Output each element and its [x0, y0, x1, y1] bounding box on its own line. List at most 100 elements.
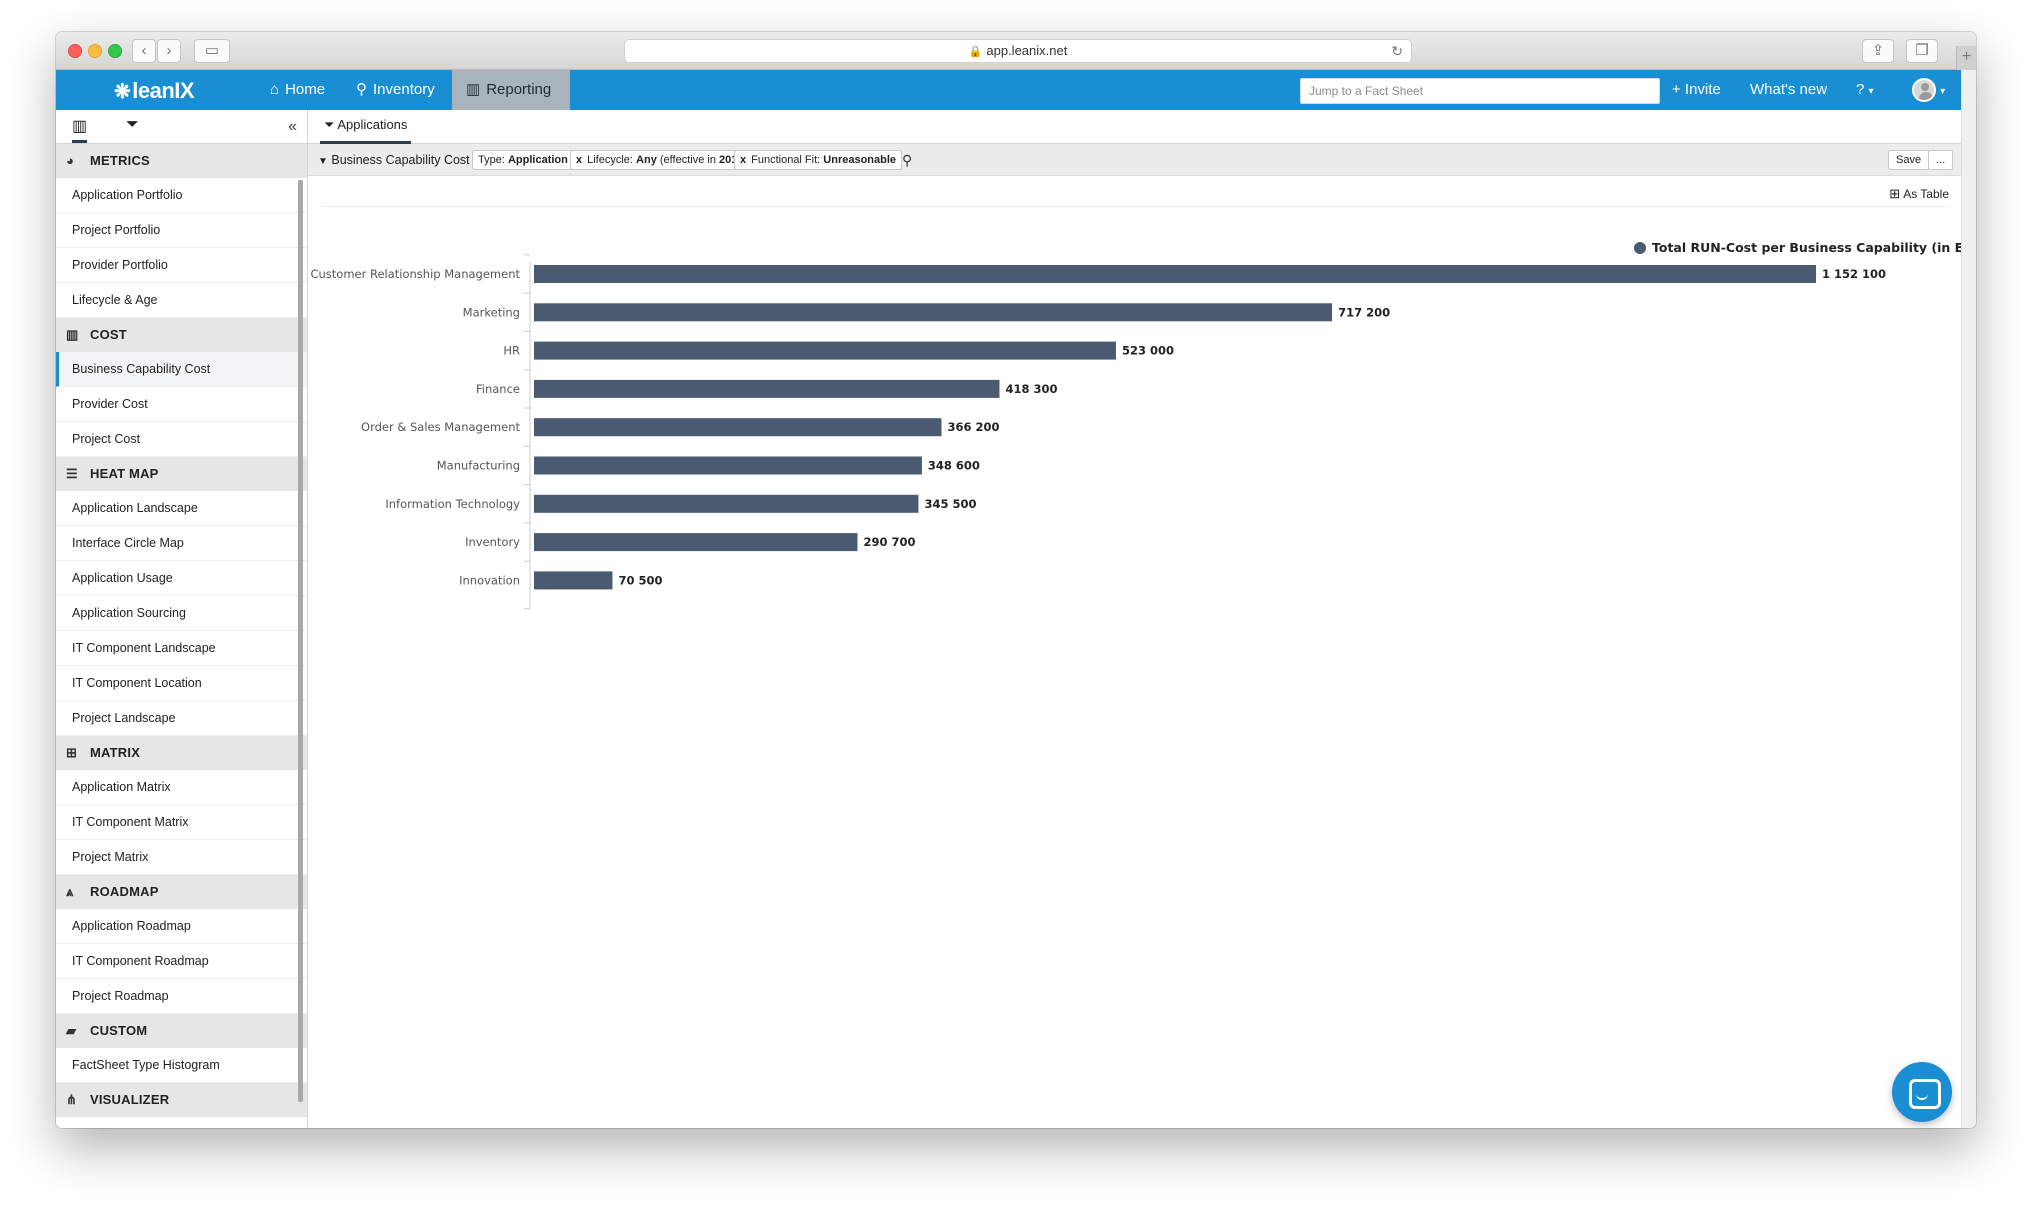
as-table-toggle[interactable]: ⊞ As Table: [1889, 186, 1949, 202]
nav-reporting[interactable]: ▥ Reporting: [452, 70, 570, 110]
sidebar-item-interface-circle-map[interactable]: Interface Circle Map: [56, 526, 307, 561]
functional-fit-filter-chip[interactable]: x Functional Fit: Unreasonable: [734, 150, 903, 170]
whats-new-button[interactable]: What's new: [1750, 81, 1828, 98]
bar[interactable]: [534, 341, 1116, 360]
legend-marker: [1634, 242, 1646, 254]
sidebar-section-title: MATRIX: [90, 745, 141, 760]
sidebar-item-provider-cost[interactable]: Provider Cost: [56, 387, 307, 422]
category-label: Customer Relationship Management: [310, 267, 520, 281]
sidebar-item-project-cost[interactable]: Project Cost: [56, 422, 307, 457]
bar-value-label: 348 600: [928, 459, 980, 473]
bar-chart-icon: ▥: [466, 81, 481, 98]
chevron-down-icon: ▾: [1868, 86, 1874, 97]
business-capability-cost-chart: Total RUN-Cost per Business Capability (…: [310, 240, 1961, 610]
bar-value-label: 717 200: [1338, 305, 1390, 319]
logo-text: leanIX: [132, 78, 195, 103]
zoom-window-button[interactable]: [108, 44, 122, 58]
sidebar-item-application-matrix[interactable]: Application Matrix: [56, 770, 307, 805]
bar[interactable]: [534, 303, 1333, 322]
category-label: Marketing: [463, 305, 520, 319]
user-menu-button[interactable]: ▾: [1912, 70, 1945, 110]
nav-inventory[interactable]: ⚲ Inventory: [342, 70, 449, 110]
more-options-button[interactable]: ...: [1928, 150, 1954, 170]
right-edge-strip: [1961, 70, 1976, 1128]
browser-window: ‹ › ▭ 🔒 app.leanix.net ↻ ⇪ ❐ + ❋leanIX ⌂ H…: [56, 32, 1976, 1128]
bar[interactable]: [534, 456, 922, 475]
sidebar-item-project-portfolio[interactable]: Project Portfolio: [56, 213, 307, 248]
browser-toolbar: ‹ › ▭ 🔒 app.leanix.net ↻ ⇪ ❐ +: [56, 32, 1976, 70]
sidebar-scrollbar[interactable]: [298, 180, 303, 1102]
avatar: [1912, 78, 1936, 103]
chat-launcher-button[interactable]: [1892, 1062, 1952, 1122]
category-label: Innovation: [459, 573, 520, 587]
fact-sheet-type-tabs: ⏷ Applications: [308, 110, 1961, 144]
sidebar-item-factsheet-type-histogram[interactable]: FactSheet Type Histogram: [56, 1048, 307, 1083]
sidebar-toggle-icon[interactable]: ▭: [194, 39, 230, 63]
sidebar-section-title: HEAT MAP: [90, 466, 159, 481]
sidebar-item-it-component-roadmap[interactable]: IT Component Roadmap: [56, 944, 307, 979]
sidebar-item-project-landscape[interactable]: Project Landscape: [56, 701, 307, 736]
remove-filter-icon[interactable]: x: [740, 154, 747, 166]
sidebar-item-project-roadmap[interactable]: Project Roadmap: [56, 979, 307, 1014]
divider: [322, 206, 1947, 207]
type-filter-chip[interactable]: Type: Application: [472, 150, 574, 170]
legend-label: Total RUN-Cost per Business Capability (…: [1652, 240, 1961, 255]
lifecycle-filter-label: Lifecycle:: [587, 154, 633, 166]
invite-button[interactable]: + Invite: [1672, 81, 1721, 98]
type-filter-label: Type:: [478, 154, 505, 166]
leanix-logo[interactable]: ❋leanIX: [114, 78, 195, 104]
forward-icon[interactable]: ›: [157, 39, 181, 63]
sidebar-item-it-component-matrix[interactable]: IT Component Matrix: [56, 805, 307, 840]
sidebar-item-application-usage[interactable]: Application Usage: [56, 561, 307, 596]
sidebar-item-it-component-landscape[interactable]: IT Component Landscape: [56, 631, 307, 666]
category-label: Information Technology: [385, 497, 520, 511]
caret-down-icon: ▼: [318, 156, 328, 167]
bar[interactable]: [534, 418, 942, 437]
reload-icon[interactable]: ↻: [1391, 43, 1403, 59]
bar[interactable]: [534, 533, 858, 552]
collapse-sidebar-icon[interactable]: «: [288, 118, 297, 135]
sidebar-section-title: COST: [90, 327, 127, 342]
app-navigation-bar: ❋leanIX ⌂ Home ⚲ Inventory ▥ Reporting Jump…: [56, 70, 1961, 110]
home-icon: ⌂: [270, 81, 280, 98]
sidebar-item-application-roadmap[interactable]: Application Roadmap: [56, 909, 307, 944]
sidebar-section-visualizer: ⋔ VISUALIZER: [56, 1083, 307, 1117]
nav-home[interactable]: ⌂ Home: [256, 70, 339, 110]
sidebar-item-it-component-location[interactable]: IT Component Location: [56, 666, 307, 701]
folder-open-icon: ▰: [66, 1023, 77, 1038]
minimize-window-button[interactable]: [88, 44, 102, 58]
sidebar-item-data-flow[interactable]: Data Flow: [56, 1117, 307, 1128]
sidebar-item-lifecycle-age[interactable]: Lifecycle & Age: [56, 283, 307, 318]
bar[interactable]: [534, 494, 919, 513]
save-button[interactable]: Save: [1888, 150, 1930, 170]
bar[interactable]: [534, 379, 1000, 398]
sidebar-item-application-portfolio[interactable]: Application Portfolio: [56, 178, 307, 213]
reports-tab-icon[interactable]: ▥: [72, 116, 88, 143]
sidebar-item-application-sourcing[interactable]: Application Sourcing: [56, 596, 307, 631]
sidebar-item-provider-portfolio[interactable]: Provider Portfolio: [56, 248, 307, 283]
filter-tab-icon[interactable]: ⏷: [126, 116, 139, 133]
sidebar-item-business-capability-cost[interactable]: Business Capability Cost: [56, 352, 307, 387]
sidebar-item-project-matrix[interactable]: Project Matrix: [56, 840, 307, 875]
address-bar[interactable]: 🔒 app.leanix.net ↻: [624, 39, 1412, 63]
help-menu-button[interactable]: ? ▾: [1856, 70, 1874, 110]
new-tab-icon[interactable]: +: [1956, 46, 1976, 70]
bar-value-label: 366 200: [947, 420, 999, 434]
share-icon[interactable]: ⇪: [1862, 39, 1894, 63]
jump-to-fact-sheet-input[interactable]: Jump to a Fact Sheet: [1300, 78, 1660, 104]
category-label: HR: [503, 344, 520, 358]
search-icon[interactable]: ⚲: [902, 152, 913, 168]
tabs-overview-icon[interactable]: ❐: [1906, 39, 1938, 63]
bar[interactable]: [534, 265, 1816, 283]
type-filter-value: Application: [507, 154, 568, 166]
bar[interactable]: [534, 571, 613, 590]
back-icon[interactable]: ‹: [132, 39, 156, 63]
remove-filter-icon[interactable]: x: [576, 154, 583, 166]
sidebar-item-application-landscape[interactable]: Application Landscape: [56, 491, 307, 526]
close-window-button[interactable]: [68, 44, 82, 58]
category-label: Order & Sales Management: [361, 420, 520, 434]
sidebar-section-title: VISUALIZER: [90, 1092, 170, 1107]
tab-applications[interactable]: ⏷ Applications: [320, 110, 412, 144]
report-selector[interactable]: ▼ Business Capability Cost: [318, 144, 470, 178]
